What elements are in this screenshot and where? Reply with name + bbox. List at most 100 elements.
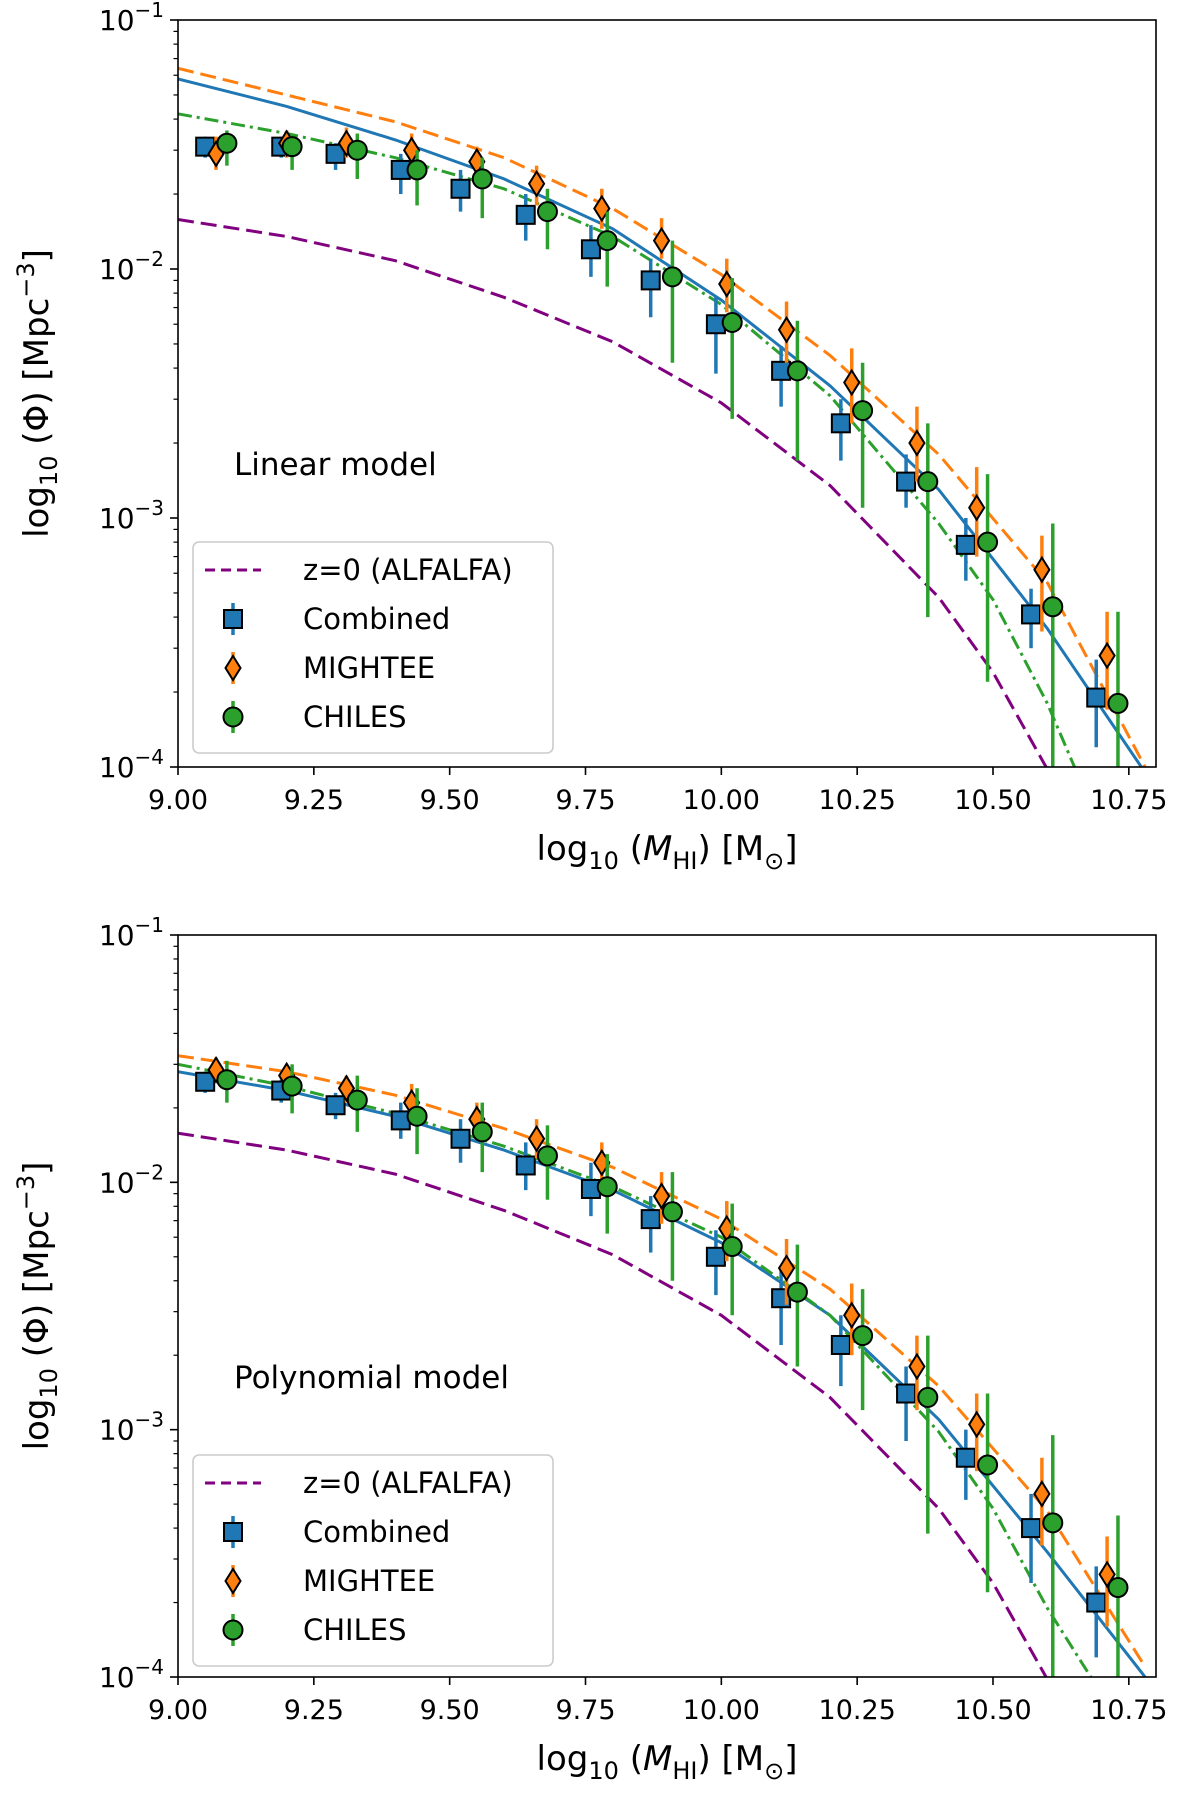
combined-point <box>640 270 661 291</box>
combined-point <box>1086 1592 1107 1613</box>
x-tick-label: 10.25 <box>819 785 896 816</box>
legend-box <box>192 541 554 754</box>
combined-point <box>450 1128 471 1149</box>
chiles-point <box>977 531 999 553</box>
legend-label: z=0 (ALFALFA) <box>303 553 513 587</box>
y-axis-label: log10 (Φ) [Mpc−3] <box>12 1162 63 1451</box>
x-tick-label: 10.75 <box>1090 1695 1167 1726</box>
combined-point <box>1086 687 1107 708</box>
y-tick-label: 10−3 <box>99 496 164 535</box>
plot-area-polynomial <box>178 1054 1147 1677</box>
chiles-point <box>536 1145 558 1167</box>
mightee-point <box>843 1301 861 1330</box>
y-tick-label: 10−2 <box>99 247 164 286</box>
legend-label: MIGHTEE <box>303 651 435 685</box>
chiles-point <box>786 360 808 382</box>
curve-z-0-alfalfa <box>178 1131 1048 1677</box>
combined-point <box>896 471 917 492</box>
legend-combined-marker <box>223 609 243 629</box>
x-tick-label: 9.75 <box>555 785 615 816</box>
curve-z-0-alfalfa <box>178 218 1048 767</box>
chiles-point <box>596 1176 618 1198</box>
chiles-point <box>471 168 493 190</box>
mightee-point <box>527 1124 546 1153</box>
combined-point <box>1021 1518 1042 1539</box>
x-tick-label: 9.25 <box>284 1695 344 1726</box>
x-tick-label: 9.75 <box>555 1695 615 1726</box>
curve-combined-fit <box>178 77 1144 767</box>
chiles-point <box>721 1236 743 1258</box>
mightee-point <box>1033 555 1051 584</box>
x-tick-label: 9.50 <box>420 1695 480 1726</box>
axes-frame <box>177 934 1157 1678</box>
chiles-point <box>536 201 558 223</box>
x-tick-label: 10.00 <box>683 785 760 816</box>
chiles-point <box>406 159 428 181</box>
chiles-point <box>917 1386 939 1408</box>
combined-point <box>955 1447 976 1468</box>
x-axis-label: log10 (MHI) [M⊙] <box>537 829 798 875</box>
legend-label: CHILES <box>303 1613 407 1647</box>
legend-mightee-marker <box>224 654 242 682</box>
chiles-point <box>1042 1512 1064 1534</box>
combined-point <box>450 178 471 199</box>
combined-point <box>325 1095 346 1116</box>
y-tick-label: 10−4 <box>99 745 164 784</box>
chiles-point <box>786 1281 808 1303</box>
legend-combined-marker <box>223 1522 243 1542</box>
chiles-point <box>281 1075 303 1097</box>
legend-label: CHILES <box>303 700 407 734</box>
legend-mightee-marker <box>224 1567 242 1595</box>
combined-point <box>580 239 601 260</box>
chiles-point <box>216 1069 238 1091</box>
chiles-point <box>917 471 939 493</box>
combined-point <box>830 413 851 434</box>
x-tick-label: 10.25 <box>819 1695 896 1726</box>
x-tick-label: 9.50 <box>420 785 480 816</box>
mightee-point <box>1033 1479 1051 1508</box>
mightee-point <box>908 1352 926 1381</box>
mightee-point <box>968 1410 986 1439</box>
x-tick-label: 9.25 <box>284 785 344 816</box>
combined-point <box>955 534 976 555</box>
model-annotation: Linear model <box>234 447 437 483</box>
legend-label: MIGHTEE <box>303 1564 435 1598</box>
chiles-point <box>1042 596 1064 618</box>
legend-chiles-marker <box>222 706 244 728</box>
combined-point <box>515 1155 536 1176</box>
legend-label: Combined <box>303 602 450 636</box>
y-axis-label: log10 (Φ) [Mpc−3] <box>12 249 63 538</box>
legend-box <box>192 1454 554 1667</box>
y-tick-label: 10−3 <box>99 1408 164 1447</box>
legend-label: z=0 (ALFALFA) <box>303 1466 513 1500</box>
plot-area-linear <box>178 66 1147 767</box>
y-tick-label: 10−1 <box>99 0 164 37</box>
chiles-point <box>661 266 683 288</box>
x-tick-label: 10.00 <box>683 1695 760 1726</box>
x-tick-label: 10.75 <box>1090 785 1167 816</box>
chiles-point <box>596 230 618 252</box>
mightee-point <box>652 1182 671 1210</box>
chiles-point <box>281 136 303 158</box>
chiles-point <box>977 1454 999 1476</box>
mightee-point <box>968 493 986 522</box>
mightee-point <box>908 429 926 457</box>
legend-label: Combined <box>303 1515 450 1549</box>
chiles-point <box>216 132 238 154</box>
legend: z=0 (ALFALFA) Combined MIGHTEE CHILES <box>192 541 554 754</box>
legend: z=0 (ALFALFA) Combined MIGHTEE CHILES <box>192 1454 554 1667</box>
combined-point <box>640 1209 661 1230</box>
chiles-point <box>1107 692 1129 714</box>
chiles-point <box>346 1089 368 1111</box>
curve-chiles-fit <box>178 1062 1093 1677</box>
chiles-point <box>406 1105 428 1127</box>
mightee-point <box>1098 641 1116 670</box>
model-annotation: Polynomial model <box>234 1360 509 1396</box>
mightee-point <box>527 169 546 198</box>
chiles-point <box>852 1325 874 1347</box>
legend-chiles-marker <box>222 1619 244 1641</box>
chiles-point <box>852 400 874 422</box>
combined-point <box>195 1071 216 1092</box>
